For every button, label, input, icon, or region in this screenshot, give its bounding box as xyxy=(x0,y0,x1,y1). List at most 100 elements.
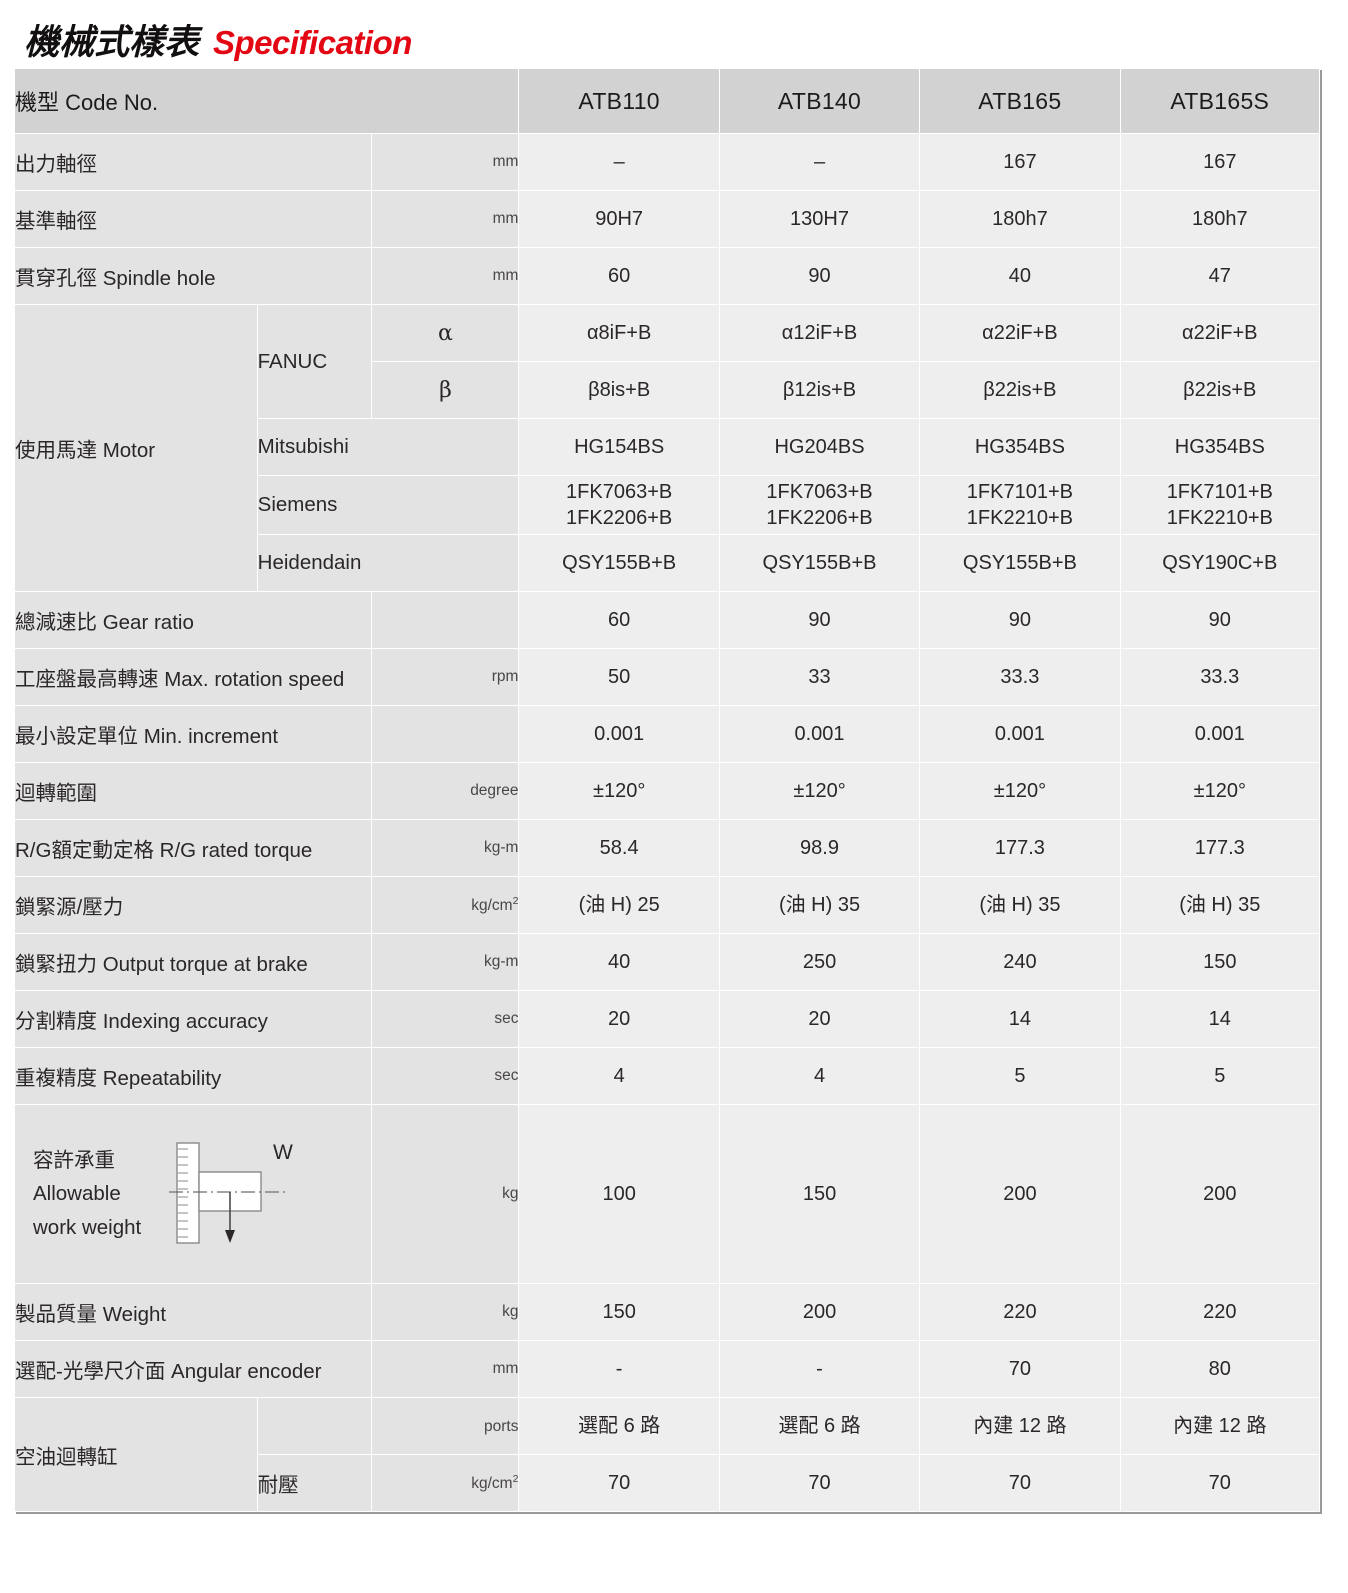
cell-value: 47 xyxy=(1119,247,1321,305)
row-label: 重複精度 Repeatability xyxy=(13,1047,373,1105)
cell-value: 4 xyxy=(518,1047,720,1105)
row-unit: mm xyxy=(371,190,520,248)
row-unit: kg-m xyxy=(371,933,520,991)
row-label: 貫穿孔徑 Spindle hole xyxy=(13,247,373,305)
row-unit: kg xyxy=(371,1283,520,1341)
motor-row-alpha: 使用馬達 Motor FANUC α α8iF+B α12iF+B α22iF+… xyxy=(14,304,1321,592)
motor-row-siemens: Siemens 1FK7063+B 1FK2206+B 1FK7063+B 1FK2… xyxy=(15,475,1321,535)
cell-value: 33 xyxy=(718,648,921,706)
cell-value: 200 xyxy=(919,1104,1121,1284)
row-label: 鎖緊扭力 Output torque at brake xyxy=(13,933,373,991)
cell-value: 90 xyxy=(718,591,921,649)
motor-row-heidendain: Heidendain QSY155B+B QSY155B+B QSY155B+B… xyxy=(15,534,1321,592)
cell-value: 0.001 xyxy=(919,705,1121,763)
allowable-work-weight-row: 容許承重 Allowable work weight xyxy=(13,1104,1321,1284)
cell-value: 5 xyxy=(1119,1047,1321,1105)
row-unit xyxy=(371,591,520,649)
row-unit: kg xyxy=(371,1104,520,1284)
row-unit: degree xyxy=(371,762,520,820)
header-model-0: ATB110 xyxy=(518,68,720,134)
motor-label: 使用馬達 Motor xyxy=(14,304,258,592)
cell-value: 240 xyxy=(919,933,1121,991)
cell-value: 1FK7101+B 1FK2210+B xyxy=(919,475,1121,535)
cell-value: (油 H) 35 xyxy=(1119,876,1321,934)
header-model-1: ATB140 xyxy=(718,68,921,134)
table-row: 鎖緊扭力 Output torque at brake kg-m 40 250 … xyxy=(13,933,1321,991)
cell-value: 70 xyxy=(1119,1454,1321,1512)
row-label: 總減速比 Gear ratio xyxy=(13,591,373,649)
cell-value: α8iF+B xyxy=(518,304,720,362)
cell-value: 180h7 xyxy=(1119,190,1321,248)
cell-value: α22iF+B xyxy=(1119,304,1321,362)
table-row: 迴轉範圍 degree ±120° ±120° ±120° ±120° xyxy=(13,762,1321,820)
cell-value: β22is+B xyxy=(919,361,1121,419)
cell-value: 90H7 xyxy=(518,190,720,248)
cell-value: HG354BS xyxy=(919,418,1121,476)
cell-value: β12is+B xyxy=(718,361,921,419)
motor-row-beta: β β8is+B β12is+B β22is+B β22is+B xyxy=(15,361,1321,419)
motor-brand-mitsubishi: Mitsubishi xyxy=(256,418,520,476)
motor-row-mitsubishi: Mitsubishi HG154BS HG204BS HG354BS HG354… xyxy=(15,418,1321,476)
work-weight-line1: 容許承重 xyxy=(33,1149,115,1173)
header-model-3: ATB165S xyxy=(1119,68,1321,134)
row-label: 工座盤最高轉速 Max. rotation speed xyxy=(13,648,373,706)
cell-value: 40 xyxy=(518,933,720,991)
row-unit: kg/cm2 xyxy=(371,876,520,934)
cell-value: 內建 12 路 xyxy=(919,1397,1121,1455)
cell-value: 1FK7063+B 1FK2206+B xyxy=(718,475,921,535)
row-label: 最小設定單位 Min. increment xyxy=(13,705,373,763)
motor-subtype-alpha: α xyxy=(371,304,520,362)
cell-value: 70 xyxy=(919,1454,1121,1512)
cell-value: 1FK7101+B 1FK2210+B xyxy=(1119,475,1321,535)
row-label: 選配-光學尺介面 Angular encoder xyxy=(13,1340,373,1398)
cell-value: QSY155B+B xyxy=(518,534,720,592)
cell-value: 200 xyxy=(718,1283,921,1341)
row-unit: mm xyxy=(371,247,520,305)
cell-value: 14 xyxy=(1119,990,1321,1048)
cell-value: 70 xyxy=(718,1454,921,1512)
cell-value: 200 xyxy=(1119,1104,1321,1284)
row-unit: kg-m xyxy=(371,819,520,877)
cell-value: ±120° xyxy=(718,762,921,820)
cell-value: 20 xyxy=(518,990,720,1048)
row-label: 迴轉範圍 xyxy=(13,762,373,820)
specification-table: 機型 Code No. ATB110 ATB140 ATB165 ATB165S… xyxy=(13,68,1321,1512)
cell-value: - xyxy=(518,1340,720,1398)
cell-value: 180h7 xyxy=(919,190,1121,248)
table-row: 最小設定單位 Min. increment 0.001 0.001 0.001 … xyxy=(13,705,1321,763)
cell-value: 14 xyxy=(919,990,1121,1048)
work-weight-line3: work weight xyxy=(33,1215,142,1239)
cell-value: 0.001 xyxy=(518,705,720,763)
title-english: Specification xyxy=(213,24,412,61)
cell-value: 150 xyxy=(518,1283,720,1341)
motor-subtype-beta: β xyxy=(371,361,520,419)
cell-value: 98.9 xyxy=(718,819,921,877)
unit-base: kg/cm xyxy=(471,897,513,915)
row-unit: mm xyxy=(371,1340,520,1398)
unit-superscript: 2 xyxy=(512,894,519,907)
row-unit: kg/cm2 xyxy=(371,1454,520,1512)
cell-value: 250 xyxy=(718,933,921,991)
cylinder-row-ports: 空油迴轉缸 ports 選配 6 路 選配 6 路 內建 12 路 內建 12 … xyxy=(14,1397,1321,1512)
table-row: 重複精度 Repeatability sec 4 4 5 5 xyxy=(13,1047,1321,1105)
cell-value: 選配 6 路 xyxy=(518,1397,720,1455)
row-unit xyxy=(371,705,520,763)
row-label: 鎖緊源/壓力 xyxy=(13,876,373,934)
cell-value: α22iF+B xyxy=(919,304,1121,362)
cell-value: β8is+B xyxy=(518,361,720,419)
cell-value: 4 xyxy=(718,1047,921,1105)
unit-base: kg/cm xyxy=(471,1475,513,1493)
row-label: R/G額定動定格 R/G rated torque xyxy=(13,819,373,877)
cell-value: (油 H) 35 xyxy=(718,876,921,934)
cell-value: 0.001 xyxy=(1119,705,1321,763)
unit-superscript: 2 xyxy=(512,1472,519,1485)
cell-value: 70 xyxy=(919,1340,1121,1398)
cell-value: (油 H) 35 xyxy=(919,876,1121,934)
table-row: 總減速比 Gear ratio 60 90 90 90 xyxy=(13,591,1321,649)
cell-value: 90 xyxy=(718,247,921,305)
cylinder-label: 空油迴轉缸 xyxy=(14,1397,258,1512)
table-header-row: 機型 Code No. ATB110 ATB140 ATB165 ATB165S xyxy=(13,68,1321,134)
cell-value: – xyxy=(518,133,720,191)
page-title: 機械式樣表 Specification xyxy=(24,14,412,65)
cell-value: 58.4 xyxy=(518,819,720,877)
